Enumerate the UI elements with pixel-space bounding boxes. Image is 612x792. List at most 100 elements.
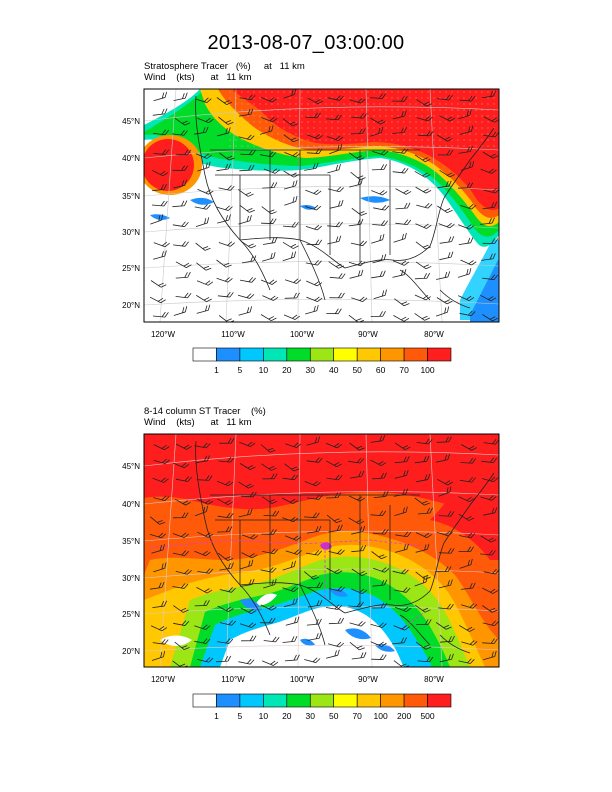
wind-barb bbox=[328, 617, 345, 625]
wind-barb bbox=[417, 130, 434, 137]
wind-barb bbox=[437, 134, 453, 142]
wind-barb bbox=[216, 205, 233, 211]
wind-barb bbox=[217, 498, 234, 506]
colorbar-swatch bbox=[286, 693, 311, 708]
wind-barb bbox=[373, 490, 389, 498]
wind-barb bbox=[153, 495, 170, 501]
bottom-graticule bbox=[144, 434, 499, 667]
wind-barb bbox=[306, 148, 323, 154]
top-map: 45°N 40°N 35°N 30°N 25°N 20°N 120°W 110°… bbox=[122, 88, 500, 375]
wind-barb bbox=[480, 535, 497, 543]
wind-barb bbox=[196, 280, 214, 286]
colorbar-label: 30 bbox=[306, 711, 316, 721]
wind-barb bbox=[416, 203, 433, 209]
wind-barb bbox=[282, 516, 299, 523]
wind-barb bbox=[373, 204, 390, 211]
bottom-map-frame bbox=[143, 433, 500, 668]
wind-barb bbox=[482, 314, 498, 322]
wind-barb bbox=[149, 296, 166, 304]
wind-barb bbox=[371, 233, 385, 244]
wind-barb bbox=[483, 650, 497, 661]
wind-barb bbox=[283, 180, 298, 190]
wind-barb bbox=[372, 220, 388, 226]
wind-barb bbox=[197, 188, 214, 195]
wind-barb bbox=[219, 438, 235, 444]
wind-barb bbox=[285, 535, 302, 541]
wind-barb bbox=[151, 544, 165, 554]
wind-barb bbox=[152, 183, 167, 192]
wind-barb bbox=[195, 455, 210, 464]
wind-barb bbox=[194, 126, 209, 135]
plot-title: 2013-08-07_03:00:00 bbox=[207, 32, 405, 54]
wind-barb bbox=[153, 241, 170, 248]
colorbar-swatch bbox=[380, 347, 405, 362]
wind-barb bbox=[460, 204, 477, 210]
wind-barb bbox=[415, 532, 432, 539]
wind-barb bbox=[349, 470, 365, 479]
wind-barb bbox=[239, 559, 254, 570]
wind-barb bbox=[395, 543, 409, 553]
wind-barb bbox=[240, 607, 257, 614]
top-subtitle-line2: Wind (kts) at 11 km bbox=[144, 72, 252, 83]
wind-barb bbox=[460, 160, 475, 171]
wind-barb bbox=[282, 251, 297, 262]
wind-barb bbox=[439, 635, 455, 643]
wind-barb bbox=[262, 660, 279, 666]
wind-barb bbox=[282, 474, 299, 481]
wind-barb bbox=[171, 130, 188, 136]
wind-barb bbox=[371, 190, 388, 196]
bottom-lon-label: 90°W bbox=[358, 675, 378, 684]
wind-barb bbox=[393, 625, 410, 631]
wind-barb bbox=[216, 127, 231, 137]
wind-barb bbox=[283, 89, 297, 99]
wind-barb bbox=[327, 95, 344, 101]
colorbar-label: 10 bbox=[259, 365, 269, 375]
wind-barb bbox=[348, 495, 366, 502]
wind-barb bbox=[414, 294, 431, 301]
wind-barb bbox=[458, 295, 475, 302]
wind-barb bbox=[414, 313, 430, 321]
wind-barb bbox=[307, 582, 324, 588]
wind-barb bbox=[392, 148, 409, 154]
top-lat-label: 25°N bbox=[122, 264, 140, 273]
wind-barb bbox=[458, 658, 475, 664]
wind-barb bbox=[262, 236, 278, 245]
wind-barb bbox=[437, 478, 453, 486]
wind-barb bbox=[373, 567, 390, 573]
wind-barb bbox=[284, 195, 298, 206]
wind-barb bbox=[348, 218, 364, 227]
colorbar-label: 1 bbox=[214, 365, 219, 375]
top-lon-label: 120°W bbox=[151, 330, 176, 339]
wind-barb bbox=[240, 578, 255, 587]
wind-barb bbox=[437, 205, 453, 214]
colorbar-swatch bbox=[309, 693, 335, 708]
wind-barb bbox=[285, 616, 300, 626]
wind-barb bbox=[373, 289, 387, 300]
wind-barb bbox=[395, 606, 412, 612]
wind-barb bbox=[262, 182, 278, 189]
wind-barb bbox=[414, 154, 431, 163]
wind-barb bbox=[481, 476, 499, 483]
wind-barb bbox=[435, 622, 452, 630]
wind-barb bbox=[239, 94, 256, 101]
wind-barb bbox=[351, 545, 367, 553]
wind-barb bbox=[241, 552, 258, 559]
wind-barb bbox=[173, 512, 189, 519]
wind-barb bbox=[240, 149, 256, 156]
wind-barb bbox=[351, 112, 368, 119]
wind-barb bbox=[348, 517, 365, 525]
wind-barb bbox=[153, 562, 167, 573]
colorbar-swatch bbox=[263, 693, 288, 708]
wind-barb bbox=[306, 494, 323, 500]
wind-barb bbox=[439, 115, 456, 122]
wind-barb bbox=[460, 458, 477, 464]
wind-barb bbox=[325, 492, 342, 499]
colorbar-label: 5 bbox=[238, 365, 243, 375]
wind-barb bbox=[415, 604, 431, 613]
colorbar-label: 5 bbox=[238, 711, 243, 721]
wind-barb bbox=[328, 261, 345, 269]
colorbar-swatch bbox=[216, 347, 241, 362]
wind-barb bbox=[239, 277, 256, 283]
wind-barb bbox=[239, 622, 257, 628]
wind-barb bbox=[392, 167, 409, 174]
